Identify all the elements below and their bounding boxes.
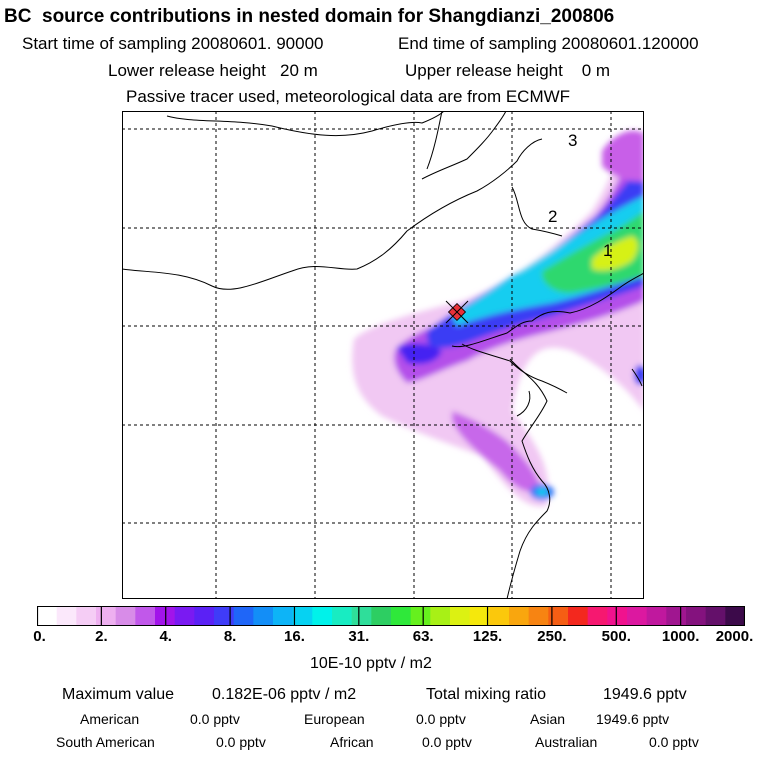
colorbar-swatch <box>292 606 313 626</box>
colorbar-tick-label: 16. <box>284 628 305 645</box>
colorbar-tick-label: 125. <box>472 628 503 645</box>
region-american-label: American <box>80 711 140 727</box>
colorbar-swatch <box>135 606 156 626</box>
region-south-american-label: South American <box>56 734 155 750</box>
colorbar-swatch <box>391 606 412 626</box>
colorbar-swatch <box>509 606 530 626</box>
end-sampling-time: End time of sampling 20080601.120000 <box>398 34 699 53</box>
colorbar-swatch <box>430 606 451 626</box>
colorbar-swatch <box>194 606 215 626</box>
region-american-value: 0.0 pptv <box>190 711 240 727</box>
region-african-value: 0.0 pptv <box>422 734 472 750</box>
region-asian-label: Asian <box>530 711 566 727</box>
receptor-marker <box>445 300 469 324</box>
colorbar-swatch <box>607 606 628 626</box>
region-european-value: 0.0 pptv <box>416 711 466 727</box>
colorbar-swatch <box>725 606 745 626</box>
colorbar-swatch <box>115 606 136 626</box>
colorbar-tick-label: 63. <box>412 628 434 645</box>
colorbar-units: 10E-10 pptv / m2 <box>310 655 432 672</box>
colorbar-swatch <box>96 606 117 626</box>
colorbar-swatch <box>76 606 97 626</box>
colorbar-tick-label: 250. <box>537 628 567 645</box>
colorbar-swatch <box>568 606 589 626</box>
colorbar-swatch <box>56 606 77 626</box>
colorbar-tick-label: 8. <box>223 628 237 645</box>
colorbar-swatch <box>37 606 58 626</box>
colorbar-swatch <box>155 606 176 626</box>
colorbar-frame <box>37 606 745 626</box>
max-value-label: Maximum value <box>62 686 175 703</box>
colorbar-swatch <box>332 606 353 626</box>
colorbar-tick-label: 2. <box>95 628 108 645</box>
colorbar-swatch <box>528 606 549 626</box>
colorbar-swatch <box>450 606 471 626</box>
map-frame <box>122 111 644 599</box>
region-asian-value: 1949.6 pptv <box>596 711 670 727</box>
lat-lon-grid <box>122 111 644 599</box>
colorbar-tick-label: 4. <box>159 628 172 645</box>
colorbar-swatch <box>253 606 274 626</box>
colorbar-swatch <box>174 606 195 626</box>
colorbar-swatch <box>410 606 431 626</box>
start-sampling-time: Start time of sampling 20080601. 90000 <box>22 34 324 53</box>
colorbar-swatch <box>273 606 294 626</box>
colorbar-swatch <box>646 606 667 626</box>
plot-title: BC source contributions in nested domain… <box>4 6 615 27</box>
upper-release-height: Upper release height 0 m <box>405 61 611 80</box>
colorbar-swatch <box>233 606 254 626</box>
colorbar-tick-label: 0. <box>33 628 46 645</box>
colorbar <box>37 606 745 626</box>
colorbar-swatch <box>686 606 707 626</box>
total-mixing-ratio-value: 1949.6 pptv <box>603 686 687 703</box>
lower-release-height: Lower release height 20 m <box>108 61 318 80</box>
map-boundaries <box>122 111 644 599</box>
region-south-american-value: 0.0 pptv <box>216 734 266 750</box>
colorbar-tick-label: 31. <box>348 628 370 645</box>
cluster-label-1: 1 <box>603 241 612 260</box>
colorbar-swatch <box>666 606 687 626</box>
colorbar-swatch <box>371 606 392 626</box>
cluster-label-2: 2 <box>548 207 557 226</box>
colorbar-swatch <box>214 606 235 626</box>
colorbar-swatch <box>489 606 510 626</box>
colorbar-swatch <box>351 606 372 626</box>
colorbar-swatch <box>548 606 569 626</box>
colorbar-swatch <box>312 606 333 626</box>
concentration-field <box>352 130 644 507</box>
tracer-note: Passive tracer used, meteorological data… <box>126 87 571 106</box>
cluster-label-3: 3 <box>568 131 577 150</box>
colorbar-tick-label: 2000. <box>715 628 754 645</box>
colorbar-tick-label: 1000. <box>661 628 700 645</box>
colorbar-swatch <box>627 606 648 626</box>
region-australian-label: Australian <box>535 734 598 750</box>
colorbar-swatch <box>705 606 726 626</box>
colorbar-tick-label: 500. <box>601 628 631 645</box>
region-african-label: African <box>330 734 374 750</box>
max-value: 0.182E-06 pptv / m2 <box>212 686 357 703</box>
region-european-label: European <box>304 711 365 727</box>
colorbar-swatch <box>469 606 490 626</box>
source-contribution-map: 3 2 1 <box>122 111 644 599</box>
colorbar-swatch <box>587 606 608 626</box>
total-mixing-ratio-label: Total mixing ratio <box>426 686 547 703</box>
region-australian-value: 0.0 pptv <box>649 734 699 750</box>
